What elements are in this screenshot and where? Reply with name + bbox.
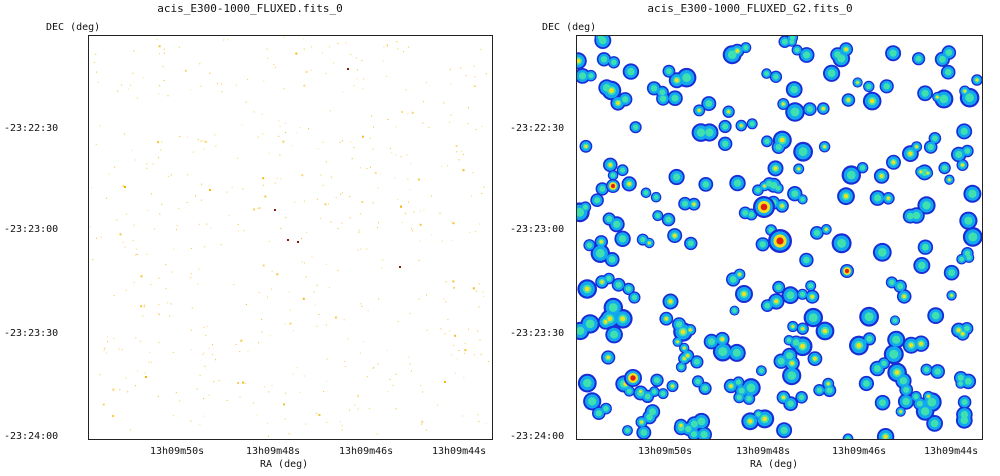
left-image-panel: acis_E300-1000_FLUXED.fits_0 DEC (deg) -…: [4, 2, 493, 470]
right-image-panel: acis_E300-1000_FLUXED_G2.fits_0 DEC (deg…: [500, 0, 1000, 476]
left-ytick-2: -23:23:00: [4, 224, 59, 235]
right-ra-axis-label: RA (deg): [750, 459, 799, 470]
left-xtick-2: 13h09m48s: [246, 446, 301, 457]
left-fits-image: [89, 36, 489, 437]
right-xtick-3: 13h09m46s: [832, 446, 887, 457]
right-xtick-1: 13h09m50s: [638, 446, 693, 457]
right-ytick-2: -23:23:00: [510, 224, 565, 235]
right-fits-image: [577, 36, 982, 439]
left-image-canvas[interactable]: [88, 35, 493, 440]
left-xtick-3: 13h09m46s: [339, 446, 394, 457]
right-panel-title: acis_E300-1000_FLUXED_G2.fits_0: [647, 2, 853, 15]
left-dec-axis-label: DEC (deg): [46, 22, 101, 33]
left-panel-title: acis_E300-1000_FLUXED.fits_0: [157, 2, 343, 15]
left-xtick-1: 13h09m50s: [150, 446, 205, 457]
right-xtick-4: 13h09m44s: [924, 446, 979, 457]
left-ytick-3: -23:23:30: [4, 328, 59, 339]
right-xtick-2: 13h09m48s: [736, 446, 791, 457]
left-ytick-1: -23:22:30: [4, 123, 59, 134]
right-ytick-1: -23:22:30: [510, 123, 565, 134]
right-image-canvas[interactable]: [576, 35, 983, 440]
right-dec-axis-label: DEC (deg): [542, 22, 597, 33]
right-ytick-3: -23:23:30: [510, 328, 565, 339]
left-xtick-4: 13h09m44s: [432, 446, 487, 457]
right-ytick-4: -23:24:00: [510, 431, 565, 442]
left-ytick-4: -23:24:00: [4, 431, 59, 442]
left-ra-axis-label: RA (deg): [260, 459, 309, 470]
